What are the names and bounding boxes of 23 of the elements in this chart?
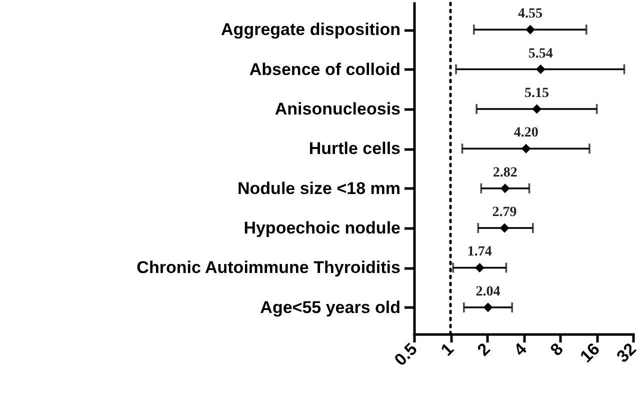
data-label: 5.54 <box>528 46 553 62</box>
data-label: 5.15 <box>524 86 550 101</box>
data-label: 2.82 <box>492 165 518 180</box>
data-label: 2.04 <box>476 284 500 300</box>
y-tick-label: Nodule size <18 mm <box>238 178 400 198</box>
x-tick-label: 8 <box>546 339 567 360</box>
x-tick-label: 16 <box>576 339 604 366</box>
y-tick-label: Chronic Autoimmune Thyroiditis <box>136 258 400 278</box>
x-tick-label: 0.5 <box>390 339 421 370</box>
y-tick-label: Aggregate disposition <box>221 20 400 40</box>
y-tick-label: Hypoechoic nodule <box>244 218 400 238</box>
data-label: 4.55 <box>518 6 543 22</box>
y-tick-label: Anisonucleosis <box>274 99 400 118</box>
x-tick-label: 4 <box>510 339 531 360</box>
x-tick-label: 2 <box>474 339 494 360</box>
x-tick-label: 32 <box>613 339 640 366</box>
data-label: 2.79 <box>492 205 517 220</box>
y-tick-label: Absence of colloid <box>249 60 400 79</box>
data-label: 1.74 <box>467 244 492 260</box>
x-tick-label: 1 <box>437 339 458 360</box>
data-label: 4.20 <box>514 126 538 141</box>
y-tick-label: Age<55 years old <box>260 298 400 317</box>
y-tick-label: Hurtle cells <box>308 139 400 158</box>
